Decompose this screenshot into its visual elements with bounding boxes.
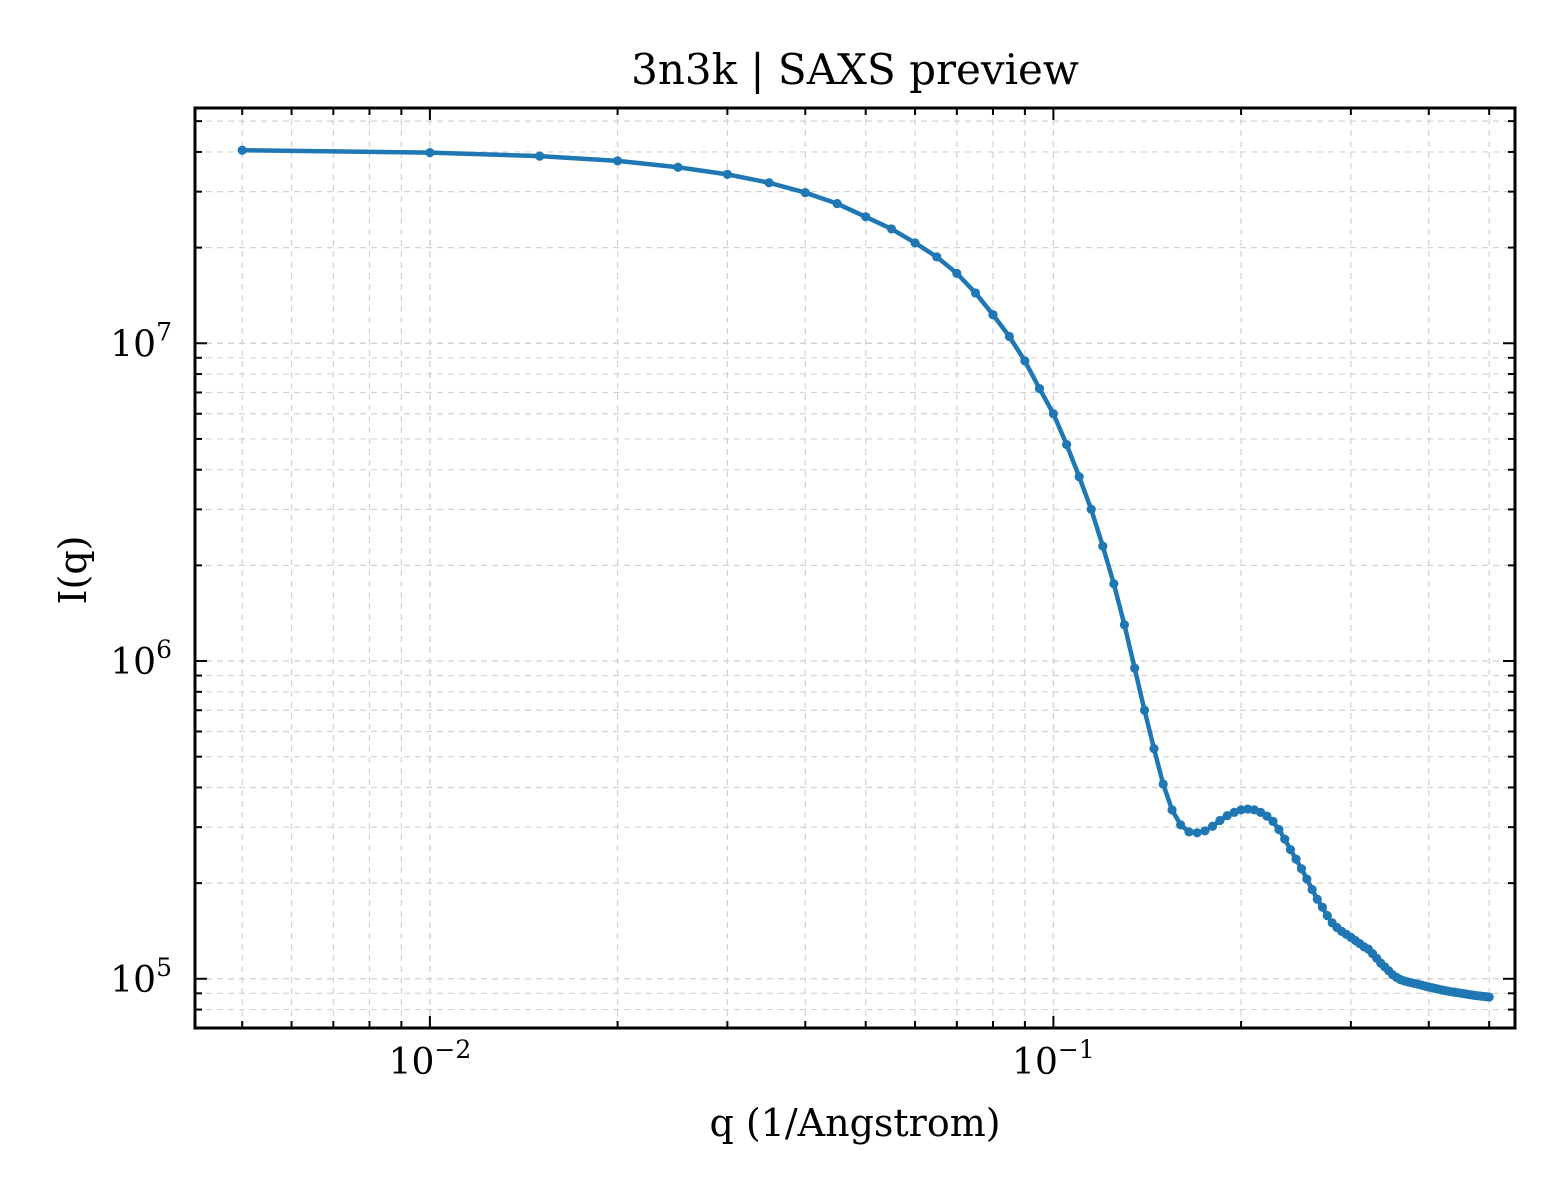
- data-point: [535, 151, 545, 161]
- x-axis-label: q (1/Angstrom): [709, 1101, 1000, 1145]
- data-point: [910, 238, 920, 248]
- data-point: [861, 212, 871, 222]
- data-point: [1274, 824, 1284, 835]
- data-point: [886, 224, 897, 234]
- data-point: [1215, 815, 1225, 826]
- data-point: [722, 169, 732, 179]
- data-point: [1184, 827, 1194, 837]
- data-point: [1291, 854, 1301, 864]
- data-point: [1484, 992, 1494, 1002]
- data-point: [425, 148, 435, 158]
- data-point: [1086, 504, 1096, 515]
- data-point: [1268, 816, 1278, 826]
- data-point: [1167, 805, 1177, 815]
- data-point: [1130, 663, 1140, 673]
- data-point: [1262, 811, 1272, 821]
- data-point: [1312, 894, 1322, 904]
- data-point: [1200, 826, 1210, 836]
- data-point: [237, 145, 247, 155]
- x-tick-label: 10−2: [389, 1035, 472, 1083]
- data-point: [1158, 779, 1168, 789]
- data-point: [1302, 874, 1312, 884]
- data-point: [1222, 811, 1232, 821]
- y-tick-label: 107: [110, 317, 172, 365]
- data-point: [1119, 620, 1130, 630]
- data-point: [1296, 864, 1307, 874]
- data-point: [1192, 828, 1202, 838]
- data-point: [1307, 884, 1317, 895]
- y-tick-label: 105: [110, 953, 172, 1001]
- axis-ticks: [195, 108, 1515, 1029]
- data-point: [1317, 902, 1327, 912]
- data-point: [673, 162, 683, 172]
- data-point: [932, 252, 942, 262]
- data-point: [1048, 409, 1058, 419]
- data-point: [1285, 844, 1296, 855]
- chart-title: 3n3k | SAXS preview: [631, 45, 1079, 94]
- data-point: [1207, 821, 1218, 831]
- data-point: [1236, 805, 1246, 815]
- data-point: [1280, 834, 1290, 844]
- plot-area: [193, 106, 1517, 1030]
- data-point: [1004, 331, 1014, 342]
- tick-labels: 10−2 10−1 105 106 107: [110, 317, 1094, 1083]
- data-point: [1062, 439, 1072, 450]
- data-point: [1020, 356, 1030, 366]
- data-point: [800, 187, 810, 198]
- data-point: [952, 268, 962, 278]
- data-point: [970, 288, 981, 298]
- data-point: [1034, 383, 1045, 394]
- y-tick-label: 106: [110, 635, 172, 683]
- data-point: [832, 199, 842, 209]
- data-point: [764, 178, 774, 188]
- gridlines: [195, 108, 1515, 1029]
- x-tick-label: 10−1: [1012, 1035, 1095, 1083]
- data-point: [612, 156, 623, 166]
- data-point: [988, 310, 998, 320]
- data-point: [1322, 911, 1332, 921]
- data-point: [1139, 705, 1150, 715]
- data-point: [1149, 744, 1159, 754]
- data-point: [1176, 820, 1186, 830]
- data-points: [237, 145, 1494, 1002]
- data-point: [1098, 541, 1108, 551]
- data-point: [1074, 472, 1084, 482]
- data-point: [1109, 579, 1119, 589]
- y-axis-label: I(q): [51, 536, 95, 605]
